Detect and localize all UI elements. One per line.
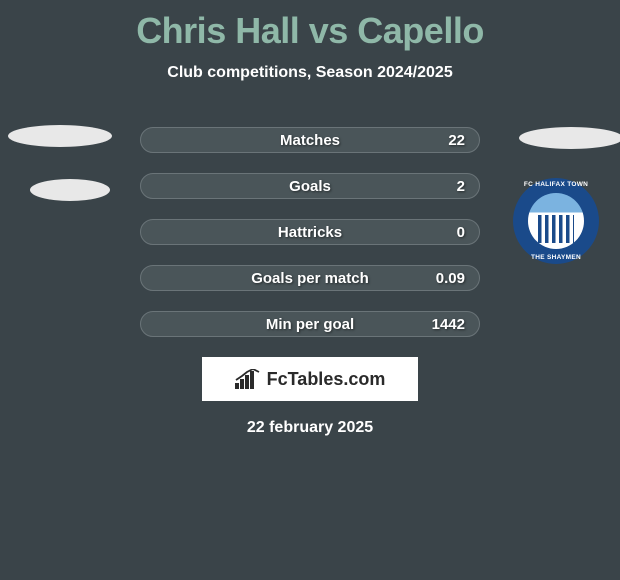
date-text: 22 february 2025 xyxy=(0,419,620,437)
stat-label: Hattricks xyxy=(278,224,342,241)
stat-value: 22 xyxy=(448,132,465,149)
stat-value: 2 xyxy=(457,178,465,195)
stat-value: 0 xyxy=(457,224,465,241)
stat-label: Matches xyxy=(280,132,340,149)
stat-bar: Goals 2 xyxy=(140,173,480,199)
stat-value: 0.09 xyxy=(436,270,465,287)
subtitle: Club competitions, Season 2024/2025 xyxy=(0,64,620,82)
chart-icon xyxy=(235,369,261,389)
stat-bar: Goals per match 0.09 xyxy=(140,265,480,291)
stat-value: 1442 xyxy=(432,316,465,333)
stat-label: Min per goal xyxy=(266,316,354,333)
stat-label: Goals per match xyxy=(251,270,369,287)
player-photo-placeholder-2a xyxy=(519,127,620,149)
brand-text: FcTables.com xyxy=(267,369,386,390)
club-badge: FC HALIFAX TOWN THE SHAYMEN xyxy=(513,178,599,264)
brand-box: FcTables.com xyxy=(202,357,418,401)
badge-stripes xyxy=(538,215,574,243)
player-photo-placeholder-1a xyxy=(8,125,112,147)
stat-label: Goals xyxy=(289,178,331,195)
badge-bottom-text: THE SHAYMEN xyxy=(513,254,599,261)
stat-bar: Min per goal 1442 xyxy=(140,311,480,337)
stat-bar: Matches 22 xyxy=(140,127,480,153)
page-title: Chris Hall vs Capello xyxy=(0,0,620,52)
badge-top-text: FC HALIFAX TOWN xyxy=(513,181,599,188)
stat-bar: Hattricks 0 xyxy=(140,219,480,245)
badge-inner xyxy=(528,193,584,249)
player-photo-placeholder-1b xyxy=(30,179,110,201)
